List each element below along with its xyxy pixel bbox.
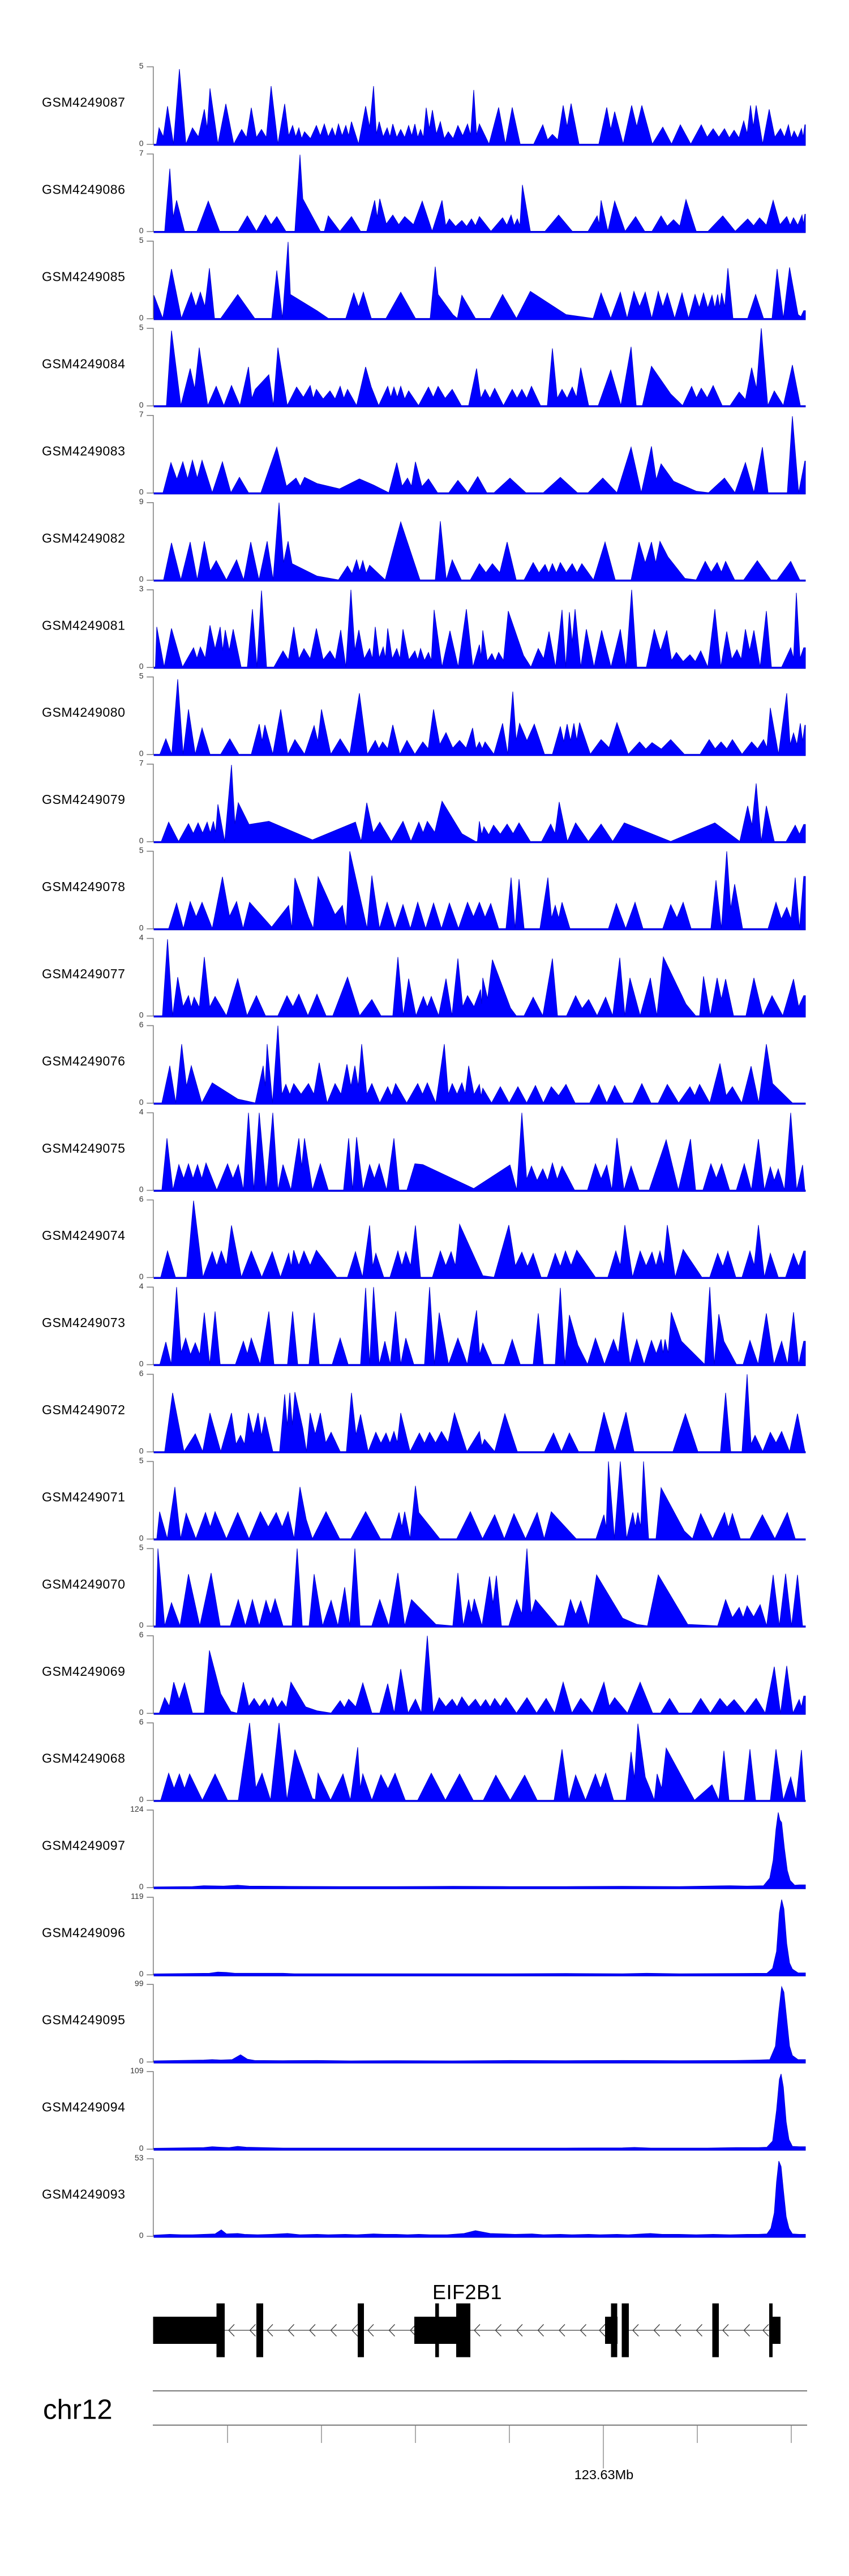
svg-text:4: 4 xyxy=(139,1281,144,1290)
svg-text:GSM4249075: GSM4249075 xyxy=(42,1141,125,1156)
svg-text:GSM4249081: GSM4249081 xyxy=(42,618,125,632)
svg-text:0: 0 xyxy=(139,1882,144,1891)
svg-text:4: 4 xyxy=(139,933,144,942)
svg-text:5: 5 xyxy=(139,846,144,855)
svg-text:7: 7 xyxy=(139,410,144,419)
svg-text:0: 0 xyxy=(139,836,144,845)
svg-text:GSM4249077: GSM4249077 xyxy=(42,966,125,981)
svg-text:GSM4249068: GSM4249068 xyxy=(42,1751,125,1766)
svg-text:GSM4249076: GSM4249076 xyxy=(42,1054,125,1068)
svg-text:GSM4249072: GSM4249072 xyxy=(42,1402,125,1417)
svg-text:chr12: chr12 xyxy=(43,2395,113,2425)
svg-text:0: 0 xyxy=(139,1795,144,1804)
svg-text:GSM4249096: GSM4249096 xyxy=(42,1925,125,1940)
svg-text:7: 7 xyxy=(139,148,144,157)
svg-text:0: 0 xyxy=(139,1446,144,1455)
svg-text:0: 0 xyxy=(139,139,144,148)
svg-text:GSM4249073: GSM4249073 xyxy=(42,1315,125,1330)
svg-text:0: 0 xyxy=(139,1359,144,1368)
svg-text:119: 119 xyxy=(131,1892,144,1901)
svg-text:GSM4249070: GSM4249070 xyxy=(42,1577,125,1591)
svg-text:0: 0 xyxy=(139,400,144,409)
svg-text:6: 6 xyxy=(139,1630,144,1639)
svg-text:3: 3 xyxy=(139,584,144,593)
svg-text:6: 6 xyxy=(139,1368,144,1377)
svg-text:0: 0 xyxy=(139,1620,144,1629)
svg-text:0: 0 xyxy=(139,1184,144,1193)
svg-text:GSM4249087: GSM4249087 xyxy=(42,95,125,110)
svg-text:0: 0 xyxy=(139,2056,144,2065)
svg-text:GSM4249080: GSM4249080 xyxy=(42,705,125,720)
svg-text:GSM4249086: GSM4249086 xyxy=(42,182,125,197)
svg-text:GSM4249095: GSM4249095 xyxy=(42,2013,125,2027)
svg-text:GSM4249069: GSM4249069 xyxy=(42,1664,125,1679)
svg-text:GSM4249093: GSM4249093 xyxy=(42,2187,125,2202)
svg-text:6: 6 xyxy=(139,1020,144,1029)
svg-text:5: 5 xyxy=(139,236,144,245)
svg-text:0: 0 xyxy=(139,1533,144,1542)
svg-text:0: 0 xyxy=(139,487,144,497)
svg-text:GSM4249071: GSM4249071 xyxy=(42,1490,125,1504)
svg-text:53: 53 xyxy=(135,2153,144,2162)
svg-text:0: 0 xyxy=(139,923,144,932)
svg-text:0: 0 xyxy=(139,1272,144,1281)
svg-text:GSM4249085: GSM4249085 xyxy=(42,269,125,284)
svg-text:5: 5 xyxy=(139,323,144,332)
svg-text:GSM4249079: GSM4249079 xyxy=(42,792,125,807)
svg-text:0: 0 xyxy=(139,226,144,235)
svg-text:99: 99 xyxy=(135,1979,144,1988)
svg-text:6: 6 xyxy=(139,1194,144,1203)
svg-text:0: 0 xyxy=(139,1708,144,1717)
svg-text:GSM4249083: GSM4249083 xyxy=(42,443,125,458)
svg-text:0: 0 xyxy=(139,662,144,671)
svg-text:0: 0 xyxy=(139,313,144,322)
svg-text:0: 0 xyxy=(139,575,144,584)
svg-text:5: 5 xyxy=(139,1543,144,1552)
svg-text:123.63Mb: 123.63Mb xyxy=(574,2467,634,2482)
svg-text:5: 5 xyxy=(139,1456,144,1465)
svg-text:4: 4 xyxy=(139,1107,144,1116)
svg-text:0: 0 xyxy=(139,1011,144,1020)
svg-text:109: 109 xyxy=(130,2066,144,2075)
svg-text:EIF2B1: EIF2B1 xyxy=(432,2280,502,2304)
svg-text:124: 124 xyxy=(130,1804,144,1813)
svg-text:0: 0 xyxy=(139,749,144,758)
svg-text:GSM4249084: GSM4249084 xyxy=(42,356,125,371)
svg-text:5: 5 xyxy=(139,61,144,70)
svg-text:0: 0 xyxy=(139,1969,144,1978)
svg-text:0: 0 xyxy=(139,2231,144,2240)
svg-text:GSM4249074: GSM4249074 xyxy=(42,1228,125,1243)
svg-text:0: 0 xyxy=(139,1098,144,1107)
svg-text:6: 6 xyxy=(139,1717,144,1726)
svg-text:GSM4249082: GSM4249082 xyxy=(42,530,125,545)
svg-text:9: 9 xyxy=(139,497,144,506)
svg-text:GSM4249097: GSM4249097 xyxy=(42,1838,125,1853)
svg-text:7: 7 xyxy=(139,759,144,768)
svg-text:GSM4249094: GSM4249094 xyxy=(42,2100,125,2115)
svg-text:5: 5 xyxy=(139,671,144,681)
svg-text:0: 0 xyxy=(139,2143,144,2153)
svg-text:GSM4249078: GSM4249078 xyxy=(42,879,125,894)
